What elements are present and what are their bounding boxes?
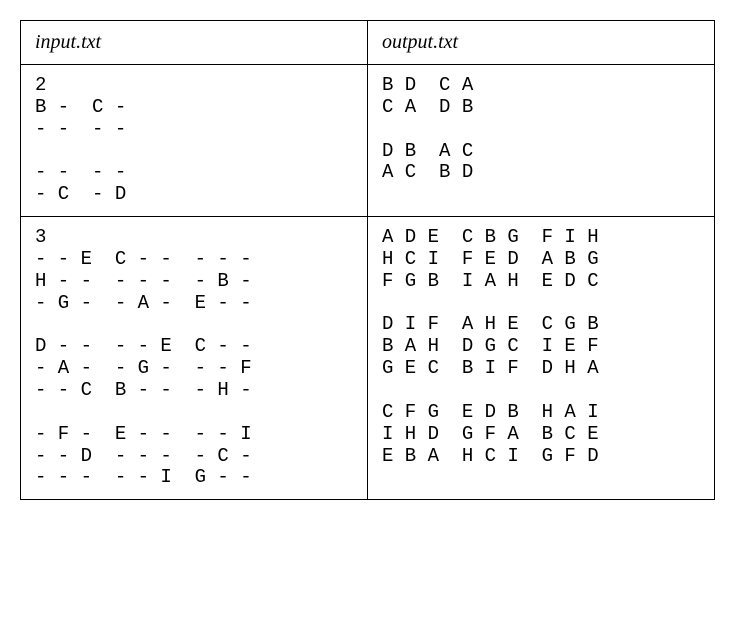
output-cell: B D C A C A D B D B A C A C B D — [368, 65, 715, 217]
output-block: A D E C B G F I H H C I F E D A B G F G … — [382, 227, 700, 467]
column-header-input: input.txt — [21, 21, 368, 65]
input-block: 2 B - C - - - - - - - - - - C - D — [35, 75, 353, 206]
table-row: 3 - - E C - - - - - H - - - - - - B - - … — [21, 217, 715, 500]
column-header-output: output.txt — [368, 21, 715, 65]
input-cell: 3 - - E C - - - - - H - - - - - - B - - … — [21, 217, 368, 500]
input-cell: 2 B - C - - - - - - - - - - C - D — [21, 65, 368, 217]
output-block: B D C A C A D B D B A C A C B D — [382, 75, 700, 184]
io-table: input.txt output.txt 2 B - C - - - - - -… — [20, 20, 715, 500]
table-row: 2 B - C - - - - - - - - - - C - D B D C … — [21, 65, 715, 217]
input-block: 3 - - E C - - - - - H - - - - - - B - - … — [35, 227, 353, 489]
output-cell: A D E C B G F I H H C I F E D A B G F G … — [368, 217, 715, 500]
